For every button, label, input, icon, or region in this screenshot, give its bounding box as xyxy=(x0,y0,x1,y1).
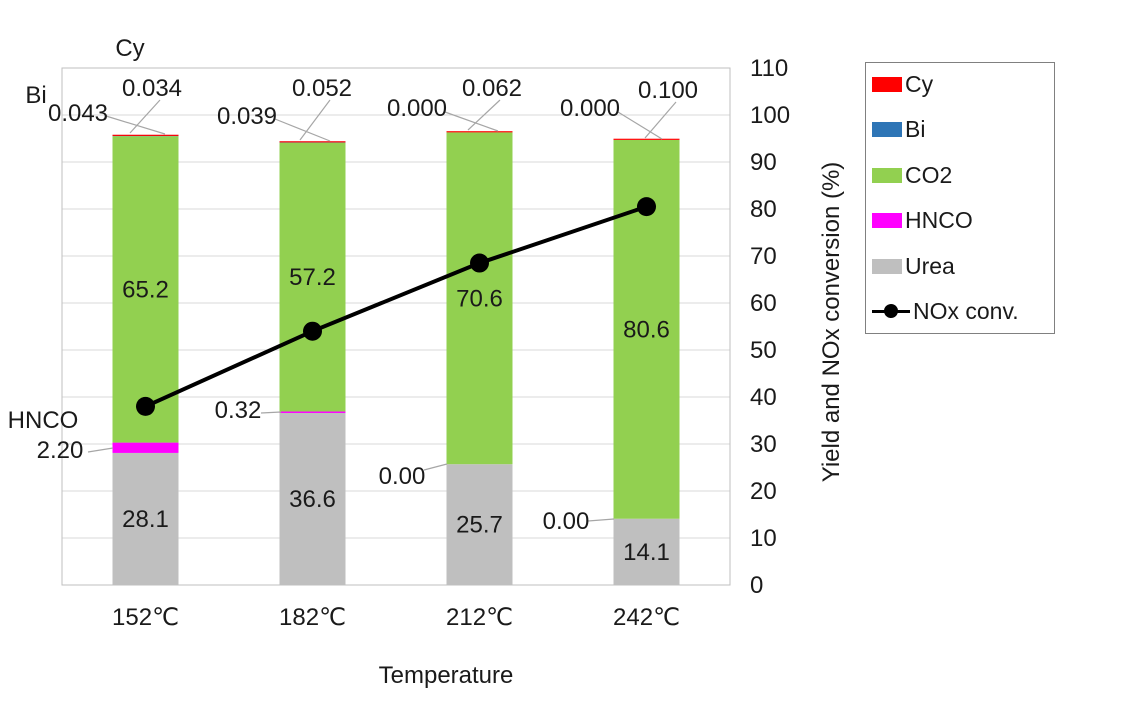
leader-line xyxy=(617,111,663,140)
bar-labels-group: 28.1 65.2 36.6 57.2 25.7 70.6 14.1 80.6 xyxy=(122,264,670,566)
leader-line xyxy=(87,447,114,453)
bar-segment-cy xyxy=(613,138,680,140)
nox-conv-line xyxy=(144,204,648,409)
legend-swatch-cy xyxy=(872,77,902,92)
y-tick-label: 40 xyxy=(750,384,777,411)
annotation-label: 2.20 xyxy=(37,437,84,464)
bar-segment-hnco xyxy=(112,442,179,453)
y-tick-label: 90 xyxy=(750,149,777,176)
bar-value-label: 65.2 xyxy=(122,276,169,303)
bar-value-label: 28.1 xyxy=(122,506,169,533)
bar-value-label: 57.2 xyxy=(289,264,336,291)
annotation-label: HNCO xyxy=(8,407,79,434)
legend-item-hnco: HNCO xyxy=(872,209,1048,232)
leader-line xyxy=(105,115,166,135)
nox-conv-marker xyxy=(470,253,489,273)
leader-line xyxy=(423,463,448,471)
annotations-group: Cy 0.034 Bi0.043 0.052 0.039 0.062 0.000 0.100 0… xyxy=(8,35,698,535)
legend-label: NOx conv. xyxy=(913,297,1019,324)
annotation-label: 0.000 xyxy=(560,95,620,122)
bar-segment-urea xyxy=(279,412,346,585)
annotation-label: 0.043 xyxy=(48,100,108,127)
y-tick-label: 110 xyxy=(750,55,788,82)
x-tick-label: 242℃ xyxy=(613,604,680,631)
leader-line xyxy=(260,411,282,414)
bar-segment-cy xyxy=(446,131,513,133)
y-tick-label: 0 xyxy=(750,572,763,599)
axis-labels-group: 0 10 20 30 40 50 60 70 80 90 100 110 152℃ 182℃ 212℃ 242… xyxy=(112,55,790,631)
x-tick-label: 212℃ xyxy=(446,604,513,631)
legend-label: HNCO xyxy=(905,207,973,234)
bar-value-label: 25.7 xyxy=(456,512,503,539)
y-tick-label: 20 xyxy=(750,478,777,505)
leader-line xyxy=(587,518,615,522)
bar-segment-co2 xyxy=(112,136,179,443)
legend-item-cy: Cy xyxy=(872,73,1048,96)
annotation-label: Bi xyxy=(25,82,46,109)
leader-line xyxy=(467,99,501,131)
y-tick-label: 60 xyxy=(750,290,777,317)
y-tick-label: 10 xyxy=(750,525,777,552)
bar-segment-co2 xyxy=(446,132,513,465)
annotation-label: Cy xyxy=(115,35,144,62)
annotation-label: 0.062 xyxy=(462,75,522,102)
bar-value-label: 70.6 xyxy=(456,285,503,312)
nox-conv-marker xyxy=(136,396,155,416)
chart-legend: Cy Bi CO2 HNCO Urea NOx conv. xyxy=(865,62,1055,334)
bar-segment-co2 xyxy=(279,142,346,412)
legend-label: Urea xyxy=(905,252,955,279)
annotation-label: 0.100 xyxy=(638,77,698,104)
bar-value-label: 14.1 xyxy=(623,539,670,566)
annotation-label: 0.000 xyxy=(387,95,447,122)
legend-label: Cy xyxy=(905,71,934,97)
leader-line xyxy=(129,99,161,134)
legend-item-urea: Urea xyxy=(872,252,1048,279)
bar-segment-urea xyxy=(112,452,179,585)
bar-segment-cy xyxy=(279,141,346,143)
plot-border xyxy=(61,67,731,586)
legend-line-marker-icon xyxy=(872,303,910,319)
leader-line xyxy=(274,118,331,142)
leader-line xyxy=(644,101,677,139)
annotation-label: 0.32 xyxy=(215,397,262,424)
annotation-label: 0.00 xyxy=(379,463,426,490)
x-tick-label: 182℃ xyxy=(279,604,346,631)
x-tick-label: 152℃ xyxy=(112,604,179,631)
y-tick-label: 70 xyxy=(750,243,777,270)
legend-swatch-urea xyxy=(872,258,902,274)
y-axis-title: Yield and NOx conversion (%) xyxy=(818,161,845,483)
legend-item-co2: CO2 xyxy=(872,161,1048,188)
legend-swatch-hnco xyxy=(872,213,902,229)
bar-segment-hnco xyxy=(279,411,346,413)
legend-swatch-bi xyxy=(872,122,902,138)
bar-segment-urea xyxy=(613,518,680,585)
legend-item-bi: Bi xyxy=(872,118,1048,141)
plot-border-group xyxy=(61,67,731,586)
y-tick-label: 50 xyxy=(750,337,777,364)
annotation-label: 0.034 xyxy=(122,75,182,102)
legend-item-nox-conv: NOx conv. xyxy=(872,297,1048,324)
legend-swatch-co2 xyxy=(872,167,902,183)
leader-line xyxy=(299,99,331,141)
bar-value-label: 36.6 xyxy=(289,486,336,513)
bar-segment-urea xyxy=(446,464,513,585)
y-tick-label: 80 xyxy=(750,196,777,223)
y-tick-label: 30 xyxy=(750,431,777,458)
leader-line xyxy=(444,111,499,132)
bar-segment-cy xyxy=(112,134,179,136)
annotation-label: 0.052 xyxy=(292,75,352,102)
y-tick-label: 100 xyxy=(750,102,790,129)
bar-value-label: 80.6 xyxy=(623,316,670,343)
annotation-label: 0.039 xyxy=(217,103,277,130)
bars-group xyxy=(112,131,680,585)
nox-conv-marker xyxy=(303,321,322,341)
legend-label: Bi xyxy=(905,116,926,143)
nox-line-group xyxy=(136,197,656,416)
annotation-label: 0.00 xyxy=(543,508,590,535)
nox-conv-marker xyxy=(637,197,656,217)
legend-label: CO2 xyxy=(905,161,953,188)
x-axis-title: Temperature xyxy=(378,662,514,689)
